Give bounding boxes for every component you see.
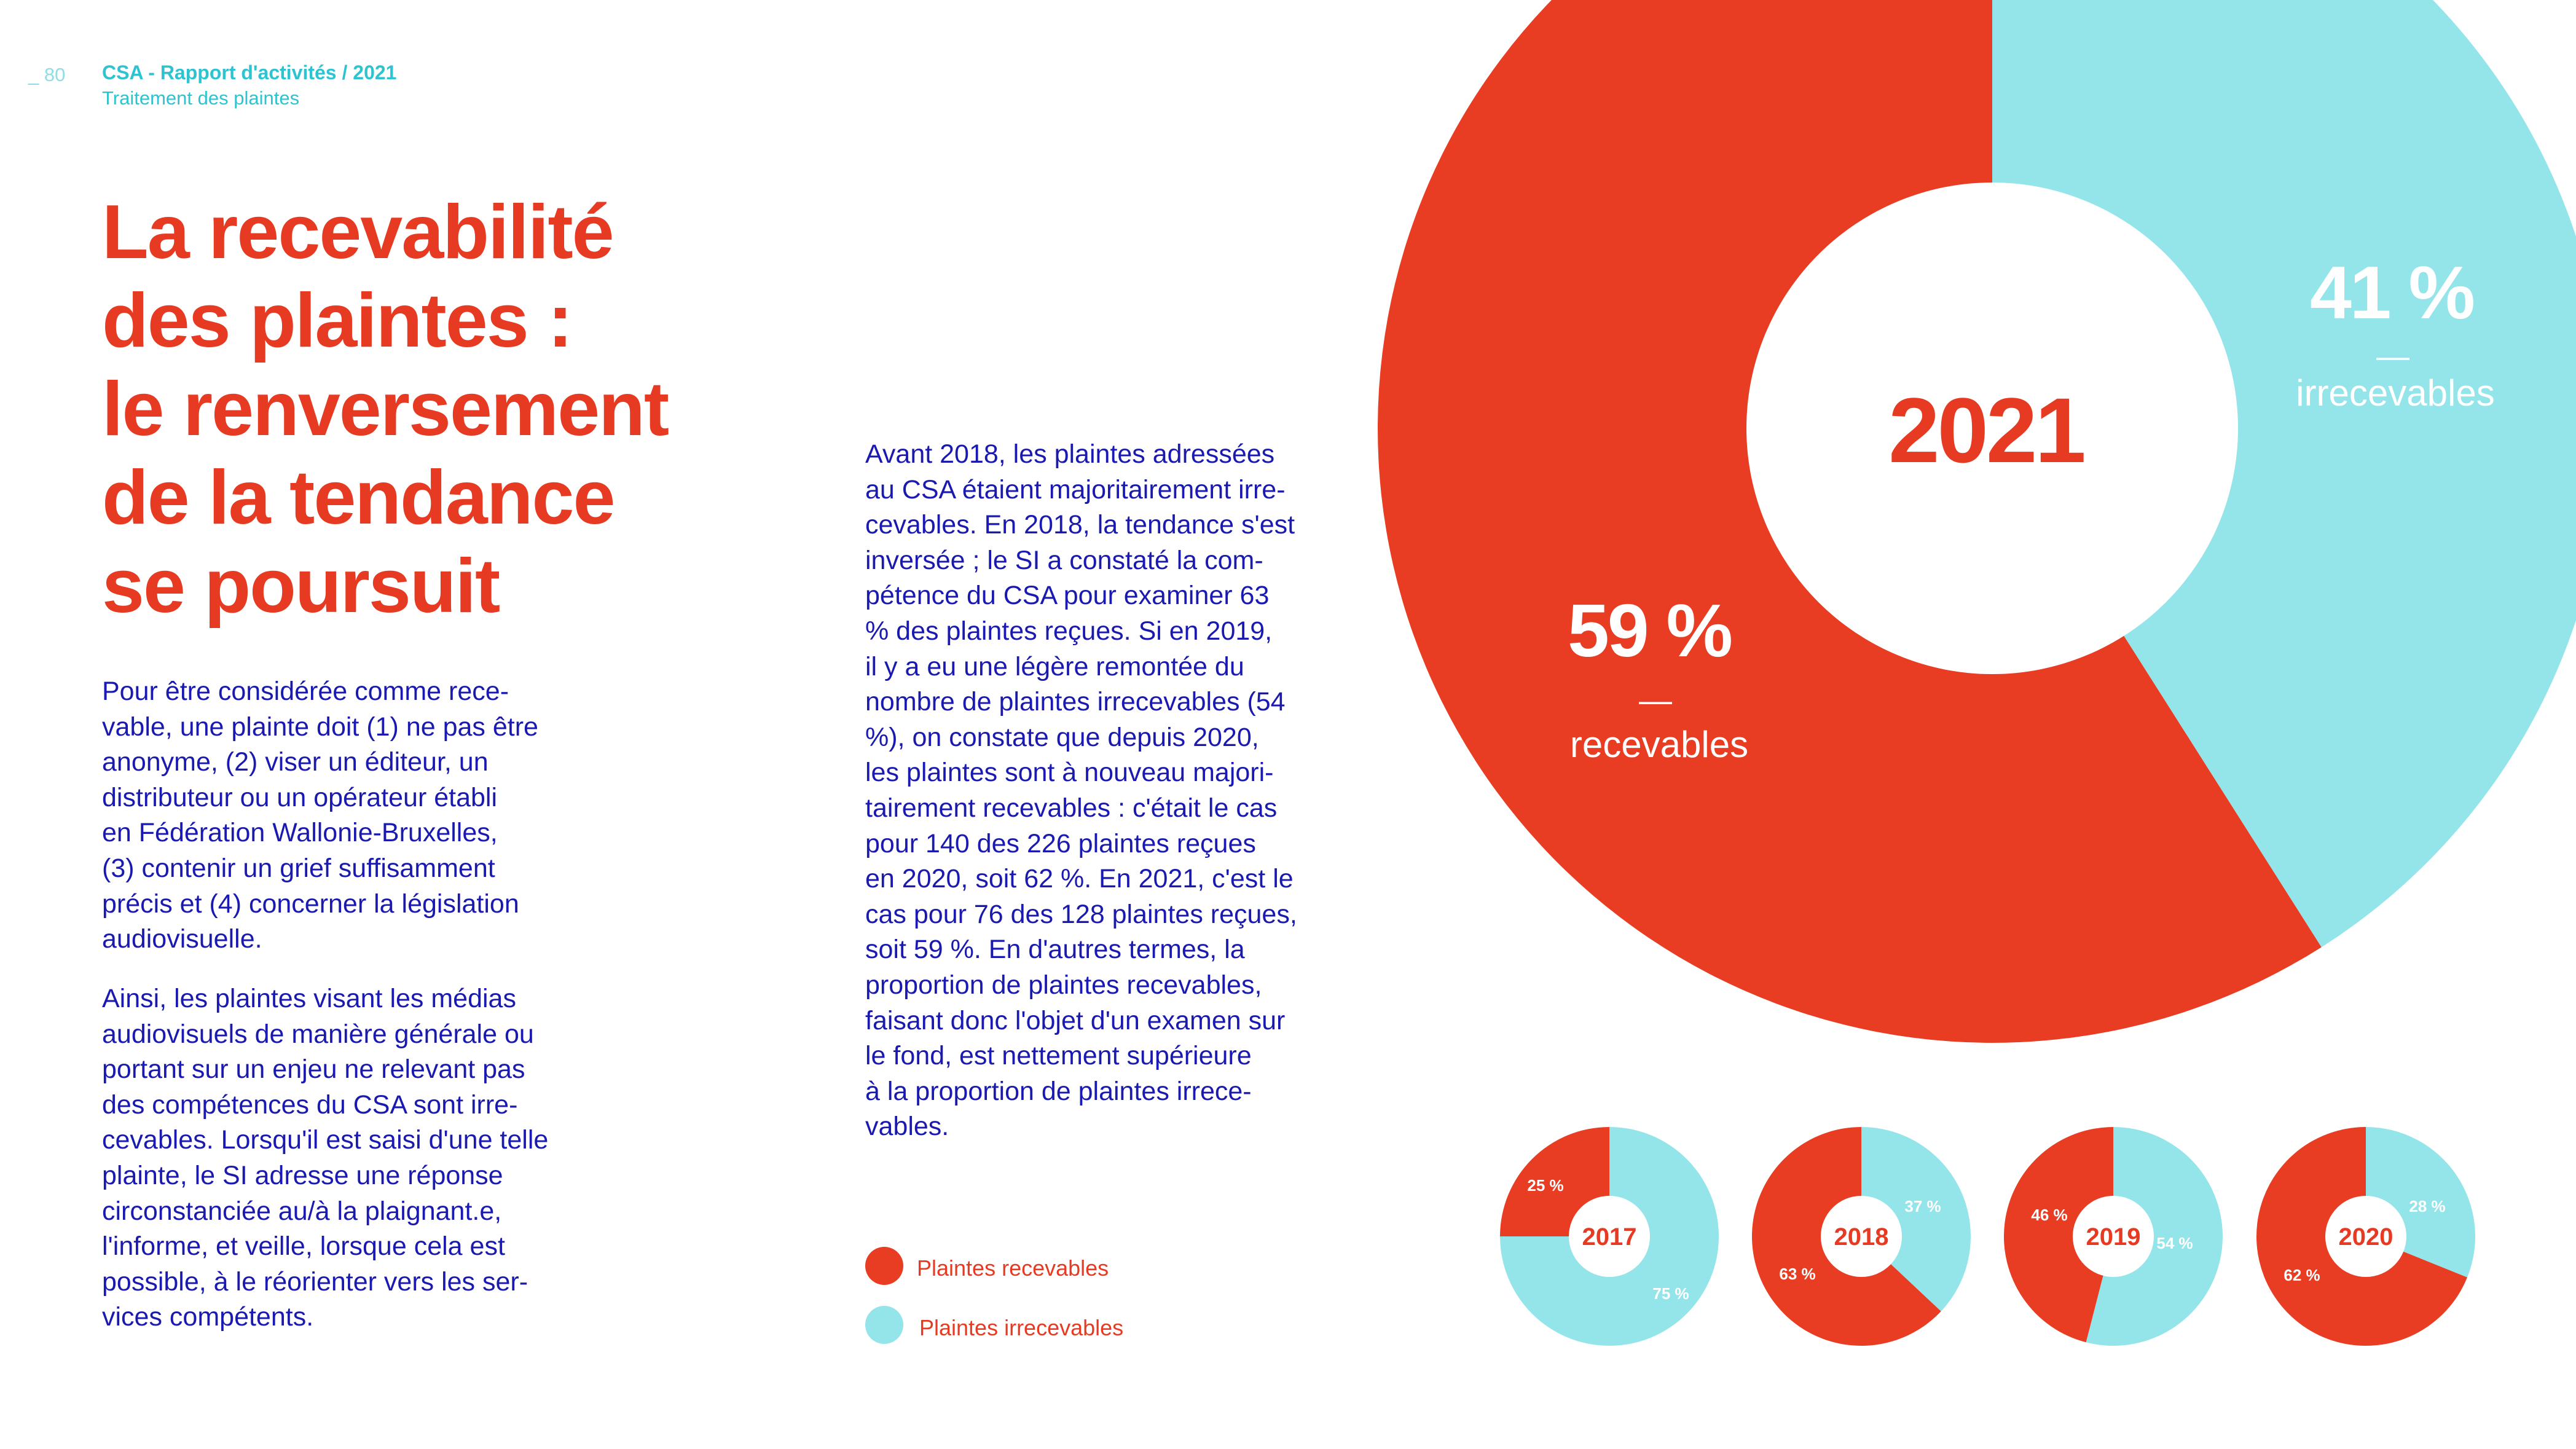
text-line: des compétences du CSA sont irre- xyxy=(102,1090,518,1120)
report-title: CSA - Rapport d'activités / 2021 xyxy=(102,61,397,84)
text-line: %), on constate que depuis 2020, xyxy=(865,722,1259,752)
paragraph-irrecevables: Ainsi, les plaintes visant les médias au… xyxy=(102,981,548,1335)
legend-label-recevables: Plaintes recevables xyxy=(917,1255,1109,1281)
text-line: le fond, est nettement supérieure xyxy=(865,1041,1252,1071)
text-line: (3) contenir un grief suffisamment xyxy=(102,853,495,883)
text-line: en Fédération Wallonie-Bruxelles, xyxy=(102,818,498,848)
text-line: plainte, le SI adresse une réponse xyxy=(102,1160,503,1190)
caption-recevables: recevables xyxy=(1570,724,1748,765)
title-line: le renversement xyxy=(102,367,669,452)
text-line: anonyme, (2) viser un éditeur, un xyxy=(102,747,489,777)
text-line: pétence du CSA pour examiner 63 xyxy=(865,581,1270,611)
caption-irrecevables: irrecevables xyxy=(2296,372,2494,414)
donut-2020: 2020 62 % 28 % xyxy=(2256,1127,2476,1346)
text-line: soit 59 %. En d'autres termes, la xyxy=(865,935,1245,965)
text-line: faisant donc l'objet d'un examen sur xyxy=(865,1005,1286,1035)
text-line: il y a eu une légère remontée du xyxy=(865,651,1244,681)
title-line: des plaintes : xyxy=(102,278,573,363)
data-label-recevables-2019: 46 % xyxy=(2031,1206,2067,1224)
text-line: circonstanciée au/à la plaignant.e, xyxy=(102,1196,502,1226)
data-label-recevables-2020: 62 % xyxy=(2283,1266,2320,1284)
year-label-2020: 2020 xyxy=(2339,1223,2393,1251)
data-label-recevables-2017: 25 % xyxy=(1527,1176,1563,1195)
slice-recevables-2019 xyxy=(2003,1127,2113,1343)
legend-swatch-irrecevables xyxy=(865,1306,903,1344)
text-line: vables. xyxy=(865,1112,949,1142)
page-number: _ 80 xyxy=(28,64,66,85)
year-label-2019: 2019 xyxy=(2086,1223,2141,1251)
text-line: possible, à le réorienter vers les ser- xyxy=(102,1266,528,1297)
text-line: à la proportion de plaintes irrece- xyxy=(865,1076,1252,1106)
data-label-irrecevables-2017: 75 % xyxy=(1652,1284,1689,1303)
title-line: se poursuit xyxy=(102,544,500,629)
donut-hole xyxy=(1821,1196,1902,1277)
paragraph-trend: Avant 2018, les plaintes adressées au CS… xyxy=(865,437,1297,1145)
text-line: tairement recevables : c'était le cas xyxy=(865,793,1278,823)
donut-2018: 2018 63 % 37 % xyxy=(1752,1127,1971,1346)
slice-irrecevables-2019 xyxy=(2086,1127,2223,1346)
dash-irrecevables: — xyxy=(2376,338,2409,375)
page-title: La recevabilité des plaintes : le renver… xyxy=(102,188,790,630)
legend-swatch-recevables xyxy=(865,1247,903,1285)
donut-2017: 2017 25 % 75 % xyxy=(1500,1127,1719,1346)
text-line: proportion de plaintes recevables, xyxy=(865,970,1262,1000)
text-line: cevables. En 2018, la tendance s'est xyxy=(865,510,1295,540)
data-label-recevables: 59 % xyxy=(1568,589,1732,672)
yearly-donut-charts: 2017 25 % 75 % 2018 63 % 37 % 2019 46 % 54 % 2020… xyxy=(1500,1127,2476,1346)
text-line: Ainsi, les plaintes visant les médias xyxy=(102,984,516,1013)
title-line: de la tendance xyxy=(102,455,615,540)
donut-2019: 2019 46 % 54 % xyxy=(2003,1127,2223,1346)
data-label-recevables-2018: 63 % xyxy=(1779,1265,1815,1283)
section-name: Traitement des plaintes xyxy=(102,87,300,109)
text-line: nombre de plaintes irrecevables (54 xyxy=(865,687,1286,717)
year-label-2021: 2021 xyxy=(1888,379,2084,482)
text-line: cevables. Lorsqu'il est saisi d'une tell… xyxy=(102,1125,549,1155)
paragraph-criteria: Pour être considérée comme rece- vable, … xyxy=(102,674,538,957)
text-line: Avant 2018, les plaintes adressées xyxy=(865,439,1275,469)
text-line: audiovisuelle. xyxy=(102,924,262,954)
text-line: vices compétents. xyxy=(102,1302,314,1332)
dash-recevables: — xyxy=(1639,682,1672,719)
year-label-2018: 2018 xyxy=(1834,1223,1889,1251)
text-line: audiovisuels de manière générale ou xyxy=(102,1019,534,1049)
text-line: précis et (4) concerner la législation xyxy=(102,889,519,919)
text-line: pour 140 des 226 plaintes reçues xyxy=(865,828,1256,858)
title-line: La recevabilité xyxy=(102,190,615,275)
text-line: cas pour 76 des 128 plaintes reçues, xyxy=(865,899,1297,929)
text-line: en 2020, soit 62 %. En 2021, c'est le xyxy=(865,864,1294,894)
legend-label-irrecevables: Plaintes irrecevables xyxy=(919,1315,1124,1340)
slice-irrecevables-2018 xyxy=(1861,1127,1971,1311)
text-line: % des plaintes reçues. Si en 2019, xyxy=(865,616,1273,646)
donut-hole xyxy=(2325,1196,2406,1277)
year-label-2017: 2017 xyxy=(1582,1223,1637,1251)
text-line: l'informe, et veille, lorsque cela est xyxy=(102,1231,505,1262)
donut-hole xyxy=(1746,183,2238,674)
text-line: portant sur un enjeu ne relevant pas xyxy=(102,1054,525,1085)
text-line: vable, une plainte doit (1) ne pas être xyxy=(102,712,538,742)
data-label-irrecevables-2020: 28 % xyxy=(2409,1197,2445,1215)
text-line: au CSA étaient majoritairement irre- xyxy=(865,474,1286,505)
text-line: inversée ; le SI a constaté la com- xyxy=(865,545,1263,575)
donut-hole xyxy=(1569,1196,1650,1277)
data-label-irrecevables-2018: 37 % xyxy=(1904,1197,1941,1215)
text-line: les plaintes sont à nouveau majori- xyxy=(865,758,1274,788)
data-label-irrecevables: 41 % xyxy=(2310,251,2474,334)
donut-hole xyxy=(2073,1196,2154,1277)
main-donut-chart: 2021 41 % — irrecevables 59 % — recevabl… xyxy=(1378,0,2576,1043)
data-label-irrecevables-2019: 54 % xyxy=(2156,1234,2193,1252)
text-line: distributeur ou un opérateur établi xyxy=(102,782,498,812)
text-line: Pour être considérée comme rece- xyxy=(102,677,509,706)
